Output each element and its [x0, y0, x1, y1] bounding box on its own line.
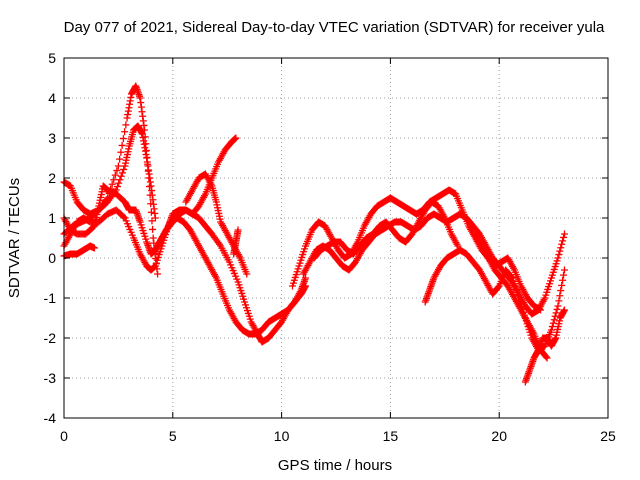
x-tick-labels: 0 5 10 15 20 25: [60, 428, 616, 444]
y-tick-label: -2: [44, 330, 57, 346]
series-3: [60, 242, 98, 260]
data-point: [232, 134, 240, 142]
data-point: [560, 271, 568, 279]
data-point: [556, 292, 564, 300]
data-point: [114, 162, 122, 170]
series-5: [156, 206, 310, 346]
data-point: [302, 282, 310, 290]
x-tick-label: 5: [169, 428, 177, 444]
data-point: [116, 155, 124, 163]
x-tick-label: 20: [491, 428, 507, 444]
data-point: [120, 213, 128, 221]
data-point: [553, 305, 561, 313]
data-point: [151, 214, 159, 222]
series-7: [182, 170, 251, 278]
y-tick-label: -4: [44, 410, 57, 426]
data-point: [117, 148, 125, 156]
data-points: [60, 82, 568, 386]
data-point: [558, 281, 566, 289]
data-point: [560, 306, 568, 314]
data-point: [552, 309, 560, 317]
data-point: [554, 254, 562, 262]
data-point: [120, 165, 128, 173]
data-point: [548, 323, 556, 331]
x-tick-label: 10: [274, 428, 290, 444]
data-point: [121, 128, 129, 136]
data-point: [555, 297, 563, 305]
data-point: [118, 169, 126, 177]
data-point: [116, 176, 124, 184]
data-point: [560, 233, 568, 241]
data-point: [234, 226, 242, 234]
series-1: [60, 122, 159, 238]
data-point: [118, 141, 126, 149]
data-point: [108, 180, 116, 188]
chart-title: Day 077 of 2021, Sidereal Day-to-day VTE…: [64, 19, 605, 36]
series-12: [421, 246, 568, 354]
y-tick-label: 1: [48, 210, 56, 226]
y-tick-label: 3: [48, 130, 56, 146]
y-tick-label: -3: [44, 370, 57, 386]
data-point: [90, 244, 98, 252]
data-point: [507, 273, 515, 281]
data-point: [111, 171, 119, 179]
data-point: [122, 121, 130, 129]
data-point: [559, 276, 567, 284]
data-point: [113, 167, 121, 175]
data-point: [557, 244, 565, 252]
data-point: [543, 354, 551, 362]
data-point: [559, 237, 567, 245]
series-14: [471, 230, 545, 314]
data-point: [537, 306, 545, 314]
y-tick-labels: -4 -3 -2 -1 0 1 2 3 4 5: [44, 50, 57, 426]
data-point: [557, 287, 565, 295]
data-point: [555, 251, 563, 259]
data-point: [550, 316, 558, 324]
data-point: [149, 225, 157, 233]
x-tick-label: 0: [60, 428, 68, 444]
series-8: [230, 226, 242, 258]
data-point: [554, 302, 562, 310]
data-point: [547, 326, 555, 334]
x-tick-label: 15: [383, 428, 399, 444]
data-point: [560, 266, 568, 274]
y-tick-label: 5: [48, 50, 56, 66]
x-tick-label: 25: [600, 428, 616, 444]
data-point: [302, 274, 310, 282]
data-point: [560, 230, 568, 238]
data-point: [558, 240, 566, 248]
axis-ticks: [63, 57, 609, 419]
series-6: [160, 214, 310, 338]
data-point: [243, 270, 251, 278]
y-tick-label: 4: [48, 90, 56, 106]
data-point: [542, 353, 550, 361]
data-point: [115, 179, 123, 187]
data-point: [556, 247, 564, 255]
data-point: [110, 176, 118, 184]
x-axis-label: GPS time / hours: [278, 457, 392, 474]
y-axis-label: SDTVAR / TECUs: [6, 178, 23, 298]
data-point: [119, 135, 127, 143]
plot-frame: [63, 57, 609, 419]
series-13: [521, 306, 568, 386]
y-tick-label: 2: [48, 170, 56, 186]
series-2: [60, 182, 168, 258]
data-point: [117, 172, 125, 180]
series-11: [310, 198, 462, 262]
data-point: [154, 270, 162, 278]
data-point: [113, 183, 121, 191]
y-tick-label: 0: [48, 250, 56, 266]
y-tick-label: -1: [44, 290, 57, 306]
